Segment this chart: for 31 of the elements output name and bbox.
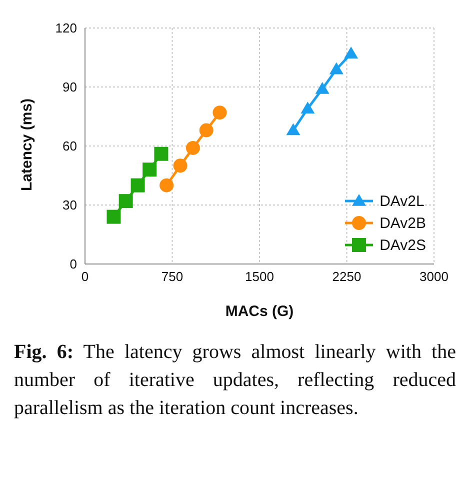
legend-label: DAv2L bbox=[380, 192, 424, 210]
point bbox=[186, 140, 200, 155]
point bbox=[212, 106, 227, 120]
x-tick-label: 750 bbox=[161, 269, 184, 284]
point bbox=[154, 146, 168, 161]
point bbox=[173, 158, 188, 173]
x-axis-title: MACs (G) bbox=[225, 303, 294, 320]
x-tick-label: 0 bbox=[81, 269, 89, 284]
legend-label: DAv2S bbox=[380, 236, 426, 254]
point bbox=[160, 178, 174, 192]
point bbox=[130, 178, 145, 192]
y-tick-label: 0 bbox=[70, 256, 77, 272]
point bbox=[199, 123, 214, 138]
y-tick-label: 30 bbox=[62, 198, 77, 213]
point bbox=[142, 162, 157, 177]
caption: Fig. 6: The latency grows almost linearly with the number of iterative updates, reflecting reduced parallelism as the iteration count increases. bbox=[13, 340, 457, 421]
legend-label: DAv2B bbox=[380, 214, 426, 232]
y-axis-title: Latency (ms) bbox=[18, 98, 36, 191]
y-tick-label: 90 bbox=[62, 80, 77, 95]
point bbox=[329, 62, 344, 74]
point bbox=[118, 194, 133, 208]
point bbox=[344, 46, 358, 58]
point bbox=[286, 123, 300, 136]
point bbox=[300, 102, 315, 114]
x-tick-label: 2250 bbox=[332, 269, 362, 284]
y-tick-label: 120 bbox=[55, 20, 77, 36]
point bbox=[315, 82, 330, 94]
y-tick-label: 60 bbox=[62, 138, 77, 154]
x-tick-label: 3000 bbox=[420, 269, 448, 284]
x-tick-label: 1500 bbox=[245, 269, 274, 284]
point bbox=[106, 210, 121, 224]
